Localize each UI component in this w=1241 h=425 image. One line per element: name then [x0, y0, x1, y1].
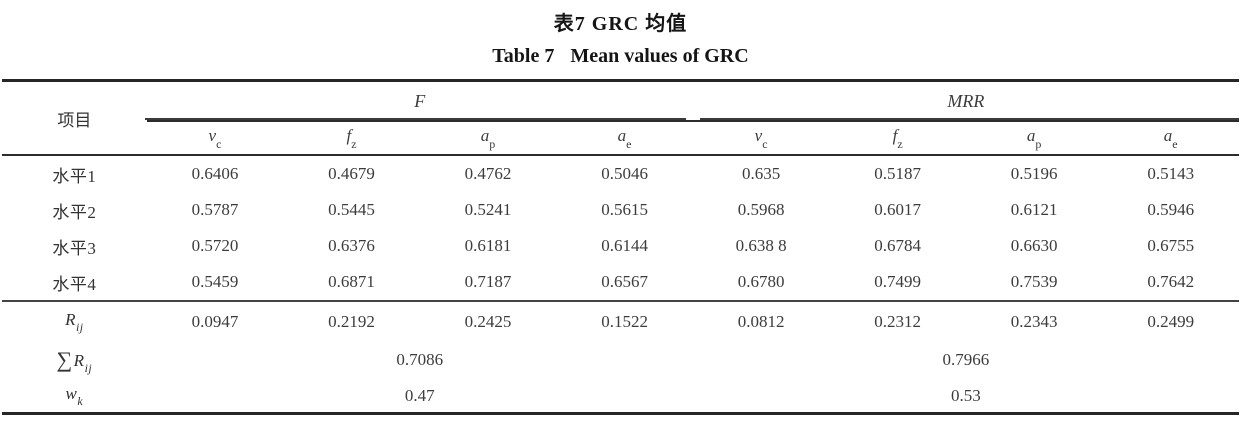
value-cell: 0.2425 — [464, 311, 512, 331]
value-cell: 0.4762 — [464, 164, 512, 183]
column-header-mrr-ap: ap — [965, 121, 1103, 156]
table-row-level-3: 水平3 0.5720 0.6376 0.6181 0.6144 0.638 8 … — [2, 228, 1239, 264]
value-cell: 0.7642 — [1102, 264, 1239, 302]
row-label: 水平4 — [2, 264, 147, 302]
value-cell: 0.6144 — [601, 236, 648, 255]
value-cell: 0.5615 — [601, 200, 648, 219]
table-title-en-text: Mean values of GRC — [570, 45, 749, 67]
table-row-level-2: 水平2 0.5787 0.5445 0.5241 0.5615 0.5968 0… — [2, 192, 1239, 228]
value-cell-wk-f: 0.47 — [404, 385, 435, 405]
column-header-f-fz: fz — [283, 121, 420, 156]
value-cell: 0.5187 — [874, 164, 922, 183]
value-cell: 0.6121 — [1010, 200, 1058, 219]
row-label-sum-rij: ∑Rij — [56, 346, 93, 376]
table-row-wk: wk 0.47 0.53 — [2, 379, 1239, 414]
value-cell: 0.7499 — [829, 264, 966, 302]
value-cell: 0.6406 — [191, 164, 239, 183]
value-cell: 0.1522 — [601, 311, 648, 331]
column-header-item: 项目 — [2, 80, 147, 156]
value-cell: 0.2343 — [1010, 311, 1058, 331]
value-cell: 0.5046 — [601, 164, 648, 183]
table-title-en: Table 7 Mean values of GRC — [0, 45, 1241, 68]
table-row-level-1: 水平1 0.6406 0.4679 0.4762 0.5046 0.635 0.… — [2, 155, 1239, 192]
group-header-row: 项目 F MRR — [2, 80, 1240, 156]
value-cell: 0.5241 — [464, 200, 512, 219]
column-group-mrr: MRR — [692, 80, 1240, 122]
value-cell: 0.5946 — [1147, 200, 1195, 219]
table-number-label: Table 7 — [492, 45, 555, 67]
column-group-f: F — [144, 80, 693, 122]
column-header-f-vc: vc — [146, 121, 284, 156]
value-cell-sum-mrr: 0.7966 — [942, 350, 990, 369]
value-cell-wk-mrr: 0.53 — [951, 385, 981, 405]
value-cell: 0.5459 — [146, 264, 284, 302]
column-header-mrr-fz: fz — [829, 121, 966, 156]
table-body: 水平1 0.6406 0.4679 0.4762 0.5046 0.635 0.… — [2, 155, 1239, 414]
row-label-rij: Rij — [65, 309, 84, 335]
table-row-level-4: 水平4 0.5459 0.6871 0.7187 0.6567 0.6780 0… — [2, 264, 1239, 302]
value-cell: 0.5968 — [737, 200, 785, 219]
value-cell: 0.6871 — [283, 264, 420, 302]
column-header-f-ae: ae — [556, 121, 693, 156]
column-header-mrr-ae: ae — [1102, 121, 1239, 156]
value-cell: 0.0812 — [737, 311, 785, 331]
value-cell: 0.635 — [741, 164, 781, 183]
value-cell: 0.6755 — [1147, 236, 1195, 255]
column-header-f-ap: ap — [419, 121, 557, 156]
table-row-sum-rij: ∑Rij 0.7086 0.7966 — [2, 341, 1239, 379]
value-cell: 0.2312 — [874, 311, 922, 331]
value-cell: 0.5196 — [1010, 164, 1058, 183]
value-cell: 0.0947 — [191, 311, 239, 331]
row-label: 水平1 — [52, 166, 97, 186]
value-cell: 0.6376 — [328, 236, 375, 255]
row-label: 水平2 — [52, 202, 97, 222]
value-cell: 0.5143 — [1147, 164, 1195, 183]
column-header-mrr-vc: vc — [692, 121, 830, 156]
subcolumn-header-row: vc fz ap ae vc fz ap ae — [2, 121, 1239, 156]
row-label-wk: wk — [65, 383, 84, 409]
value-cell: 0.5720 — [191, 236, 239, 255]
value-cell: 0.5787 — [191, 200, 239, 219]
value-cell: 0.7539 — [965, 264, 1103, 302]
row-label: 水平3 — [52, 238, 97, 258]
value-cell: 0.6181 — [464, 236, 512, 255]
table-header: 项目 F MRR vc fz ap ae vc fz ap ae — [2, 80, 1240, 156]
grc-mean-values-table: 项目 F MRR vc fz ap ae vc fz ap ae 水平1 0.6… — [2, 79, 1240, 415]
value-cell: 0.7187 — [419, 264, 557, 302]
table-row-rij: Rij 0.0947 0.2192 0.2425 0.1522 0.0812 0… — [2, 301, 1239, 341]
value-cell: 0.4679 — [328, 164, 375, 183]
value-cell: 0.6630 — [1010, 236, 1058, 255]
value-cell: 0.6567 — [556, 264, 693, 302]
value-cell: 0.2499 — [1147, 311, 1195, 331]
value-cell: 0.6017 — [874, 200, 922, 219]
value-cell: 0.6784 — [874, 236, 922, 255]
value-cell: 0.6780 — [692, 264, 830, 302]
value-cell: 0.5445 — [328, 200, 375, 219]
sigma-symbol: ∑ — [56, 346, 73, 372]
value-cell: 0.638 8 — [735, 236, 787, 255]
value-cell: 0.2192 — [328, 311, 375, 331]
table-title-zh: 表7 GRC 均值 — [553, 13, 688, 35]
value-cell-sum-f: 0.7086 — [396, 350, 444, 369]
